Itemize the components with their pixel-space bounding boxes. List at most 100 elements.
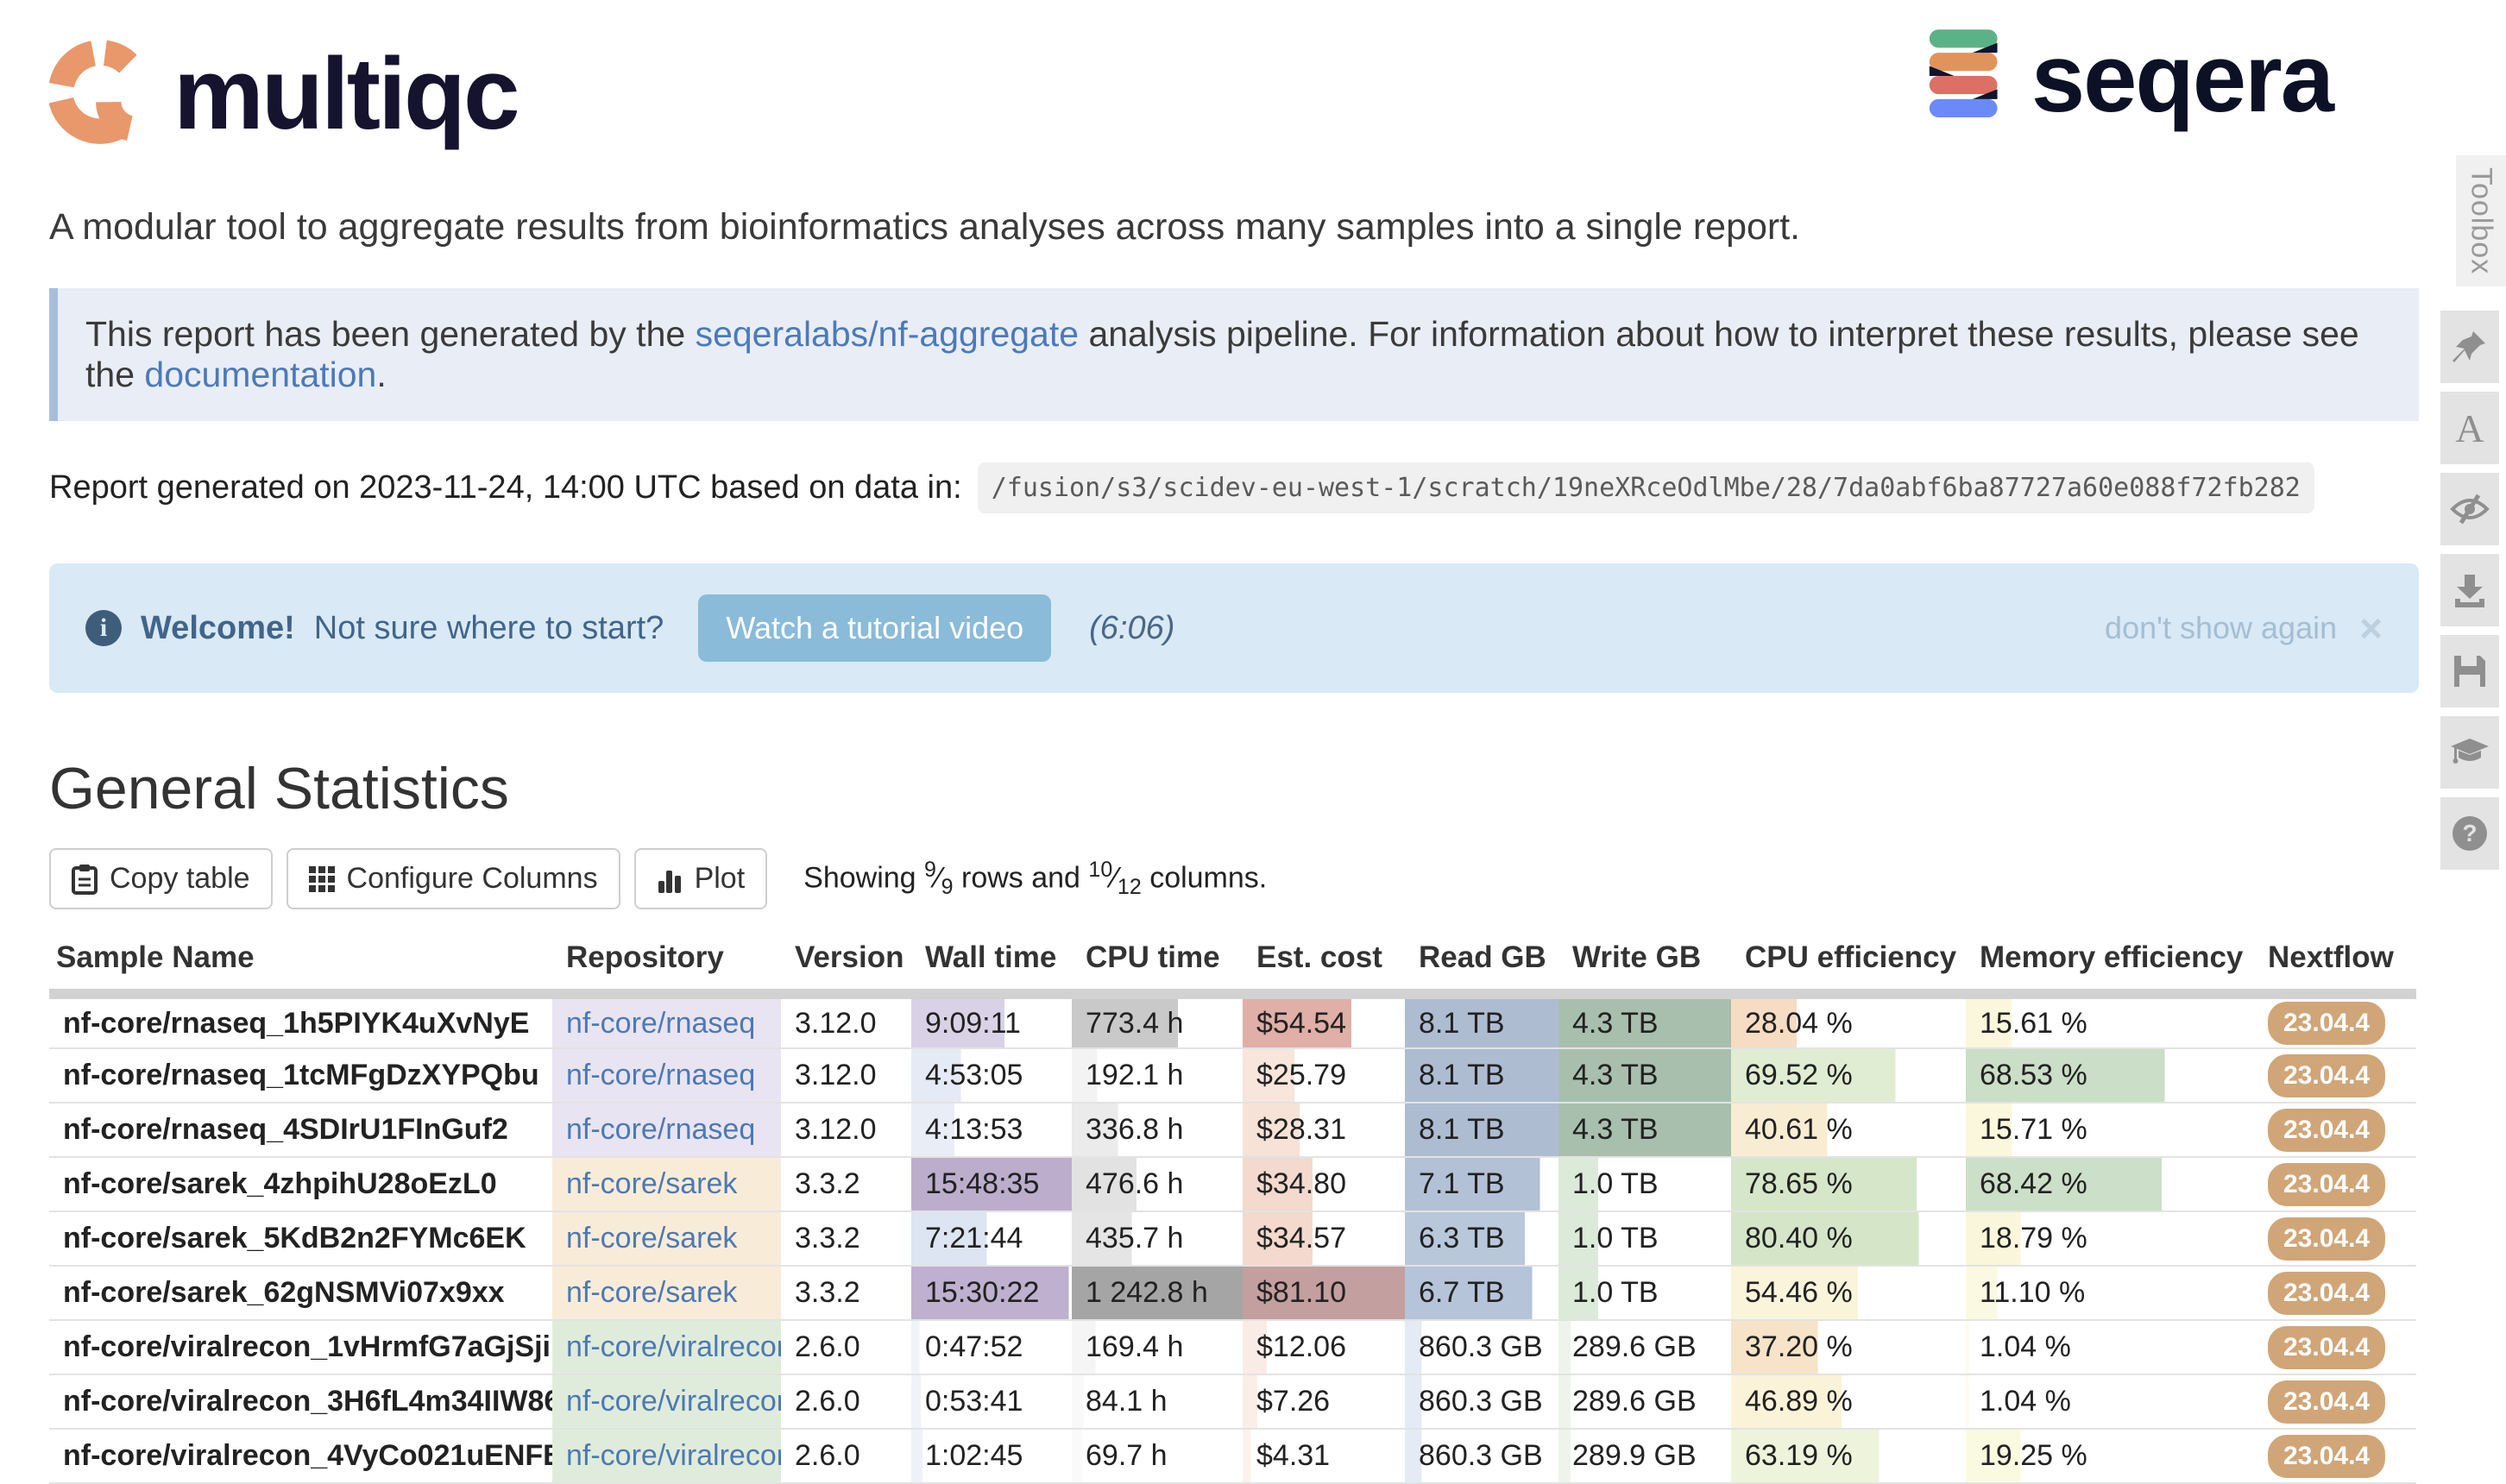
repository-link[interactable]: nf-core/rnaseq — [566, 1059, 756, 1091]
cell-wall-time: 9:09:11 — [911, 994, 1072, 1049]
cell-mem-eff: 68.53 % — [1966, 1048, 2254, 1104]
table-row: nf-core/viralrecon_4VyCo021uENFBT nf-core… — [49, 1429, 2416, 1484]
cell-repository: nf-core/rnaseq — [552, 1103, 781, 1158]
data-path-code: /fusion/s3/scidev-eu-west-1/scratch/19ne… — [977, 462, 2314, 513]
pipeline-link[interactable]: seqeralabs/nf-aggregate — [695, 314, 1080, 354]
cell-wall-time: 7:21:44 — [911, 1211, 1072, 1267]
save-settings-button[interactable] — [2440, 635, 2499, 707]
column-header[interactable]: Repository — [552, 932, 781, 999]
alert-text-before: This report has been generated by the — [85, 314, 696, 354]
watch-tutorial-button[interactable]: Watch a tutorial video — [698, 594, 1052, 662]
cell-mem-eff: 1.04 % — [1966, 1374, 2254, 1430]
column-header[interactable]: Wall time — [911, 932, 1072, 999]
repository-link[interactable]: nf-core/viralrecon — [566, 1385, 781, 1418]
copy-table-label: Copy table — [110, 862, 250, 895]
column-header[interactable]: Nextflow — [2254, 932, 2416, 999]
rows-total: 9 — [941, 875, 954, 900]
cell-write-gb: 289.6 GB — [1558, 1320, 1731, 1375]
cell-version: 3.3.2 — [781, 1157, 911, 1212]
cell-repository: nf-core/viralrecon — [552, 1374, 781, 1430]
table-header-row: Sample Name Repository Version Wall time CPU… — [49, 932, 2416, 999]
cell-wall-time: 0:47:52 — [911, 1320, 1072, 1375]
showing-summary: Showing 9⁄9 rows and 10⁄12 columns. — [803, 857, 1268, 900]
rows-shown: 9 — [924, 857, 936, 882]
nextflow-version-badge: 23.04.4 — [2268, 1325, 2386, 1369]
table-row: nf-core/rnaseq_1tcMFgDzXYPQbu nf-core/rna… — [49, 1048, 2416, 1104]
cell-repository: nf-core/sarek — [552, 1157, 781, 1212]
cell-cpu-time: 336.8 h — [1072, 1103, 1243, 1158]
copy-table-button[interactable]: Copy table — [49, 848, 273, 909]
cell-read-gb: 6.7 TB — [1405, 1266, 1558, 1321]
cell-wall-time: 0:53:41 — [911, 1374, 1072, 1430]
column-header[interactable]: CPU time — [1072, 932, 1243, 999]
cell-wall-time: 4:53:05 — [911, 1048, 1072, 1104]
cell-nextflow: 23.04.4 — [2254, 1157, 2416, 1212]
plot-label: Plot — [694, 862, 746, 895]
pin-icon-button[interactable] — [2440, 311, 2499, 383]
font-settings-button[interactable]: A — [2440, 392, 2499, 464]
column-header[interactable]: Sample Name — [49, 932, 552, 999]
report-subtitle: A modular tool to aggregate results from… — [49, 206, 1801, 248]
tutorials-button[interactable] — [2440, 716, 2499, 789]
cell-est-cost: $34.80 — [1243, 1157, 1405, 1212]
repository-link[interactable]: nf-core/sarek — [566, 1276, 738, 1309]
cell-read-gb: 8.1 TB — [1405, 994, 1558, 1049]
cell-est-cost: $7.26 — [1243, 1374, 1405, 1430]
repository-link[interactable]: nf-core/viralrecon — [566, 1330, 781, 1363]
help-button[interactable]: ? — [2440, 797, 2499, 870]
export-button[interactable] — [2440, 554, 2499, 626]
tutorial-duration: (6:06) — [1089, 609, 1175, 646]
cell-read-gb: 6.3 TB — [1405, 1211, 1558, 1267]
pin-icon — [2451, 328, 2489, 366]
cell-est-cost: $34.57 — [1243, 1211, 1405, 1267]
plot-button[interactable]: Plot — [633, 848, 768, 909]
table-row: nf-core/rnaseq_1h5PIYK4uXvNyE nf-core/rna… — [49, 994, 2416, 1049]
toolbox-rail: A ? — [2440, 311, 2499, 878]
cell-write-gb: 4.3 TB — [1558, 994, 1731, 1049]
column-header[interactable]: Read GB — [1405, 932, 1558, 999]
download-icon — [2452, 573, 2487, 607]
dont-show-again-link[interactable]: don't show again — [2105, 610, 2338, 645]
hide-samples-button[interactable] — [2440, 473, 2499, 545]
cell-version: 2.6.0 — [781, 1320, 911, 1375]
repository-link[interactable]: nf-core/rnaseq — [566, 1113, 756, 1146]
cell-write-gb: 289.9 GB — [1558, 1429, 1731, 1484]
cell-sample-name: nf-core/sarek_62gNSMVi07x9xx — [49, 1266, 552, 1321]
cell-version: 2.6.0 — [781, 1429, 911, 1484]
repository-link[interactable]: nf-core/viralrecon — [566, 1439, 781, 1472]
nextflow-version-badge: 23.04.4 — [2268, 1053, 2386, 1097]
cell-cpu-time: 435.7 h — [1072, 1211, 1243, 1267]
documentation-link[interactable]: documentation — [144, 355, 377, 394]
cell-write-gb: 1.0 TB — [1558, 1266, 1731, 1321]
column-header[interactable]: Memory efficiency — [1966, 932, 2254, 999]
cell-nextflow: 23.04.4 — [2254, 1211, 2416, 1267]
toolbox-tab-label: Toolbox — [2465, 167, 2498, 275]
cell-nextflow: 23.04.4 — [2254, 1320, 2416, 1375]
column-header[interactable]: Est. cost — [1243, 932, 1405, 999]
cell-repository: nf-core/rnaseq — [552, 1048, 781, 1104]
cell-cpu-eff: 37.20 % — [1731, 1320, 1966, 1375]
column-header[interactable]: Version — [781, 932, 911, 999]
cell-repository: nf-core/rnaseq — [552, 994, 781, 1049]
cell-repository: nf-core/viralrecon — [552, 1429, 781, 1484]
column-header[interactable]: CPU efficiency — [1731, 932, 1966, 999]
cell-sample-name: nf-core/viralrecon_4VyCo021uENFBT — [49, 1429, 552, 1484]
column-header[interactable]: Write GB — [1558, 932, 1731, 999]
repository-link[interactable]: nf-core/rnaseq — [566, 1006, 756, 1040]
cell-mem-eff: 68.42 % — [1966, 1157, 2254, 1212]
cell-est-cost: $12.06 — [1243, 1320, 1405, 1375]
cell-cpu-eff: 46.89 % — [1731, 1374, 1966, 1430]
cell-nextflow: 23.04.4 — [2254, 1103, 2416, 1158]
cell-write-gb: 1.0 TB — [1558, 1211, 1731, 1267]
cell-nextflow: 23.04.4 — [2254, 1374, 2416, 1430]
cell-cpu-eff: 28.04 % — [1731, 994, 1966, 1049]
cell-sample-name: nf-core/rnaseq_1tcMFgDzXYPQbu — [49, 1048, 552, 1104]
cell-cpu-eff: 78.65 % — [1731, 1157, 1966, 1212]
cell-read-gb: 860.3 GB — [1405, 1320, 1558, 1375]
repository-link[interactable]: nf-core/sarek — [566, 1222, 738, 1254]
cell-nextflow: 23.04.4 — [2254, 1429, 2416, 1484]
toolbox-tab[interactable]: Toolbox — [2456, 155, 2506, 286]
repository-link[interactable]: nf-core/sarek — [566, 1167, 738, 1200]
configure-columns-button[interactable]: Configure Columns — [286, 848, 620, 909]
close-icon[interactable]: × — [2359, 606, 2383, 651]
